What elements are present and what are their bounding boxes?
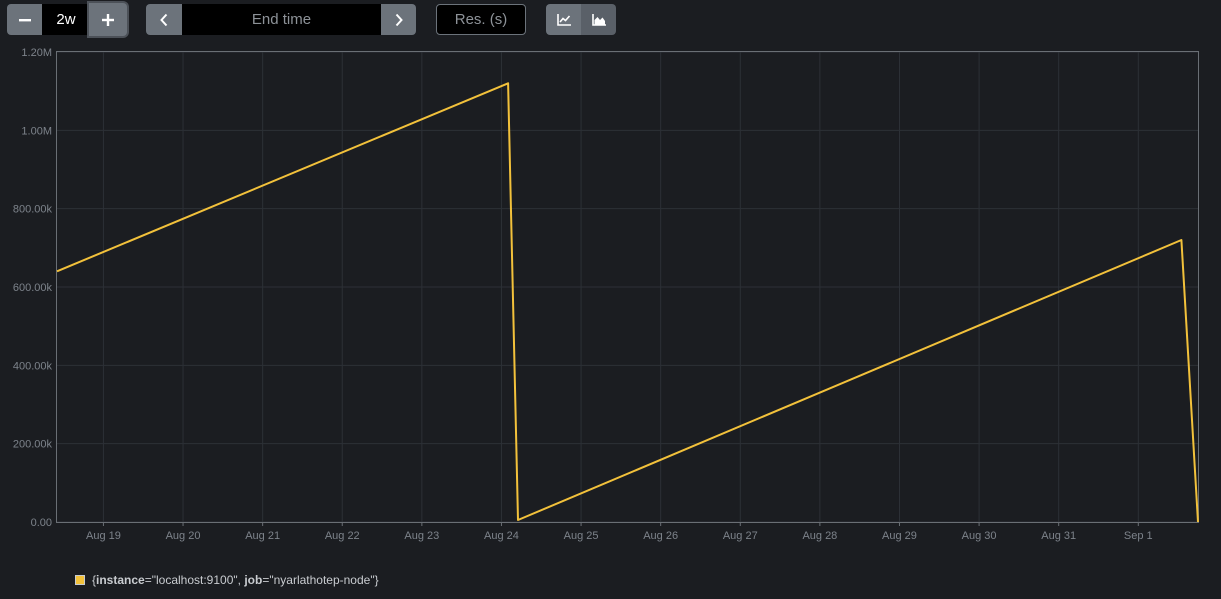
legend-open: { xyxy=(92,573,97,587)
unstacked-chart-button[interactable] xyxy=(546,4,581,35)
x-tick-label: Aug 30 xyxy=(962,530,997,542)
series-line[interactable] xyxy=(56,82,1199,523)
x-tick-label: Aug 24 xyxy=(484,530,519,542)
legend-separator: ", xyxy=(233,573,245,587)
increase-range-button[interactable] xyxy=(89,3,127,36)
stacked-chart-button[interactable] xyxy=(581,4,616,35)
x-tick-label: Aug 27 xyxy=(723,530,758,542)
y-tick-label: 0.00 xyxy=(31,517,52,529)
series-layer xyxy=(56,82,1199,523)
x-tick-label: Aug 20 xyxy=(166,530,201,542)
y-tick-label: 800.00k xyxy=(13,204,53,216)
y-tick-label: 400.00k xyxy=(13,360,53,372)
legend-close: "} xyxy=(370,573,379,587)
x-tick-label: Aug 26 xyxy=(643,530,678,542)
x-tick-label: Aug 21 xyxy=(245,530,280,542)
plus-icon xyxy=(102,13,114,26)
x-tick-label: Sep 1 xyxy=(1124,530,1153,542)
range-input[interactable] xyxy=(42,4,90,35)
x-tick-label: Aug 25 xyxy=(564,530,599,542)
legend: {instance="localhost:9100", job="nyarlat… xyxy=(75,572,379,588)
time-forward-button[interactable] xyxy=(381,4,416,35)
graph-controls xyxy=(0,0,1221,40)
legend-label-value-job: nyarlathotep-node xyxy=(273,573,371,587)
legend-label-key-instance: instance xyxy=(96,573,145,587)
chevron-right-icon xyxy=(395,13,403,26)
x-tick-label: Aug 23 xyxy=(404,530,439,542)
y-tick-label: 200.00k xyxy=(13,439,53,451)
end-time-input[interactable] xyxy=(182,4,381,35)
legend-eq-2: =" xyxy=(262,573,274,587)
y-tick-label: 1.20M xyxy=(21,47,52,59)
legend-eq-1: =" xyxy=(144,573,156,587)
y-tick-label: 1.00M xyxy=(21,125,52,137)
legend-label-key-job: job xyxy=(244,573,263,587)
chart-grid xyxy=(57,51,1198,526)
legend-label-value-instance: localhost:9100 xyxy=(155,573,234,587)
minus-icon xyxy=(18,18,31,21)
chevron-left-icon xyxy=(160,13,168,26)
x-tick-label: Aug 22 xyxy=(325,530,360,542)
graph-panel[interactable]: 0.00 200.00k 400.00k 600.00k 800.00k 1.00M 1.2… xyxy=(0,40,1221,550)
x-tick-label: Aug 19 xyxy=(86,530,121,542)
line-chart-icon xyxy=(556,13,571,26)
legend-swatch xyxy=(75,575,85,585)
area-chart-icon xyxy=(591,13,606,26)
x-tick-label: Aug 28 xyxy=(802,530,837,542)
x-tick-label: Aug 29 xyxy=(882,530,917,542)
resolution-input[interactable] xyxy=(436,4,526,35)
legend-series-label[interactable]: {instance="localhost:9100", job="nyarlat… xyxy=(92,573,379,587)
plot-frame xyxy=(56,51,1199,523)
decrease-range-button[interactable] xyxy=(7,4,42,35)
y-axis-labels: 0.00 200.00k 400.00k 600.00k 800.00k 1.00M 1.2… xyxy=(13,47,53,529)
time-back-button[interactable] xyxy=(146,4,182,35)
x-axis-labels: Aug 19 Aug 20 Aug 21 Aug 22 Aug 23 Aug 24 Aug … xyxy=(86,530,1153,542)
x-tick-label: Aug 31 xyxy=(1041,530,1076,542)
y-tick-label: 600.00k xyxy=(13,282,53,294)
